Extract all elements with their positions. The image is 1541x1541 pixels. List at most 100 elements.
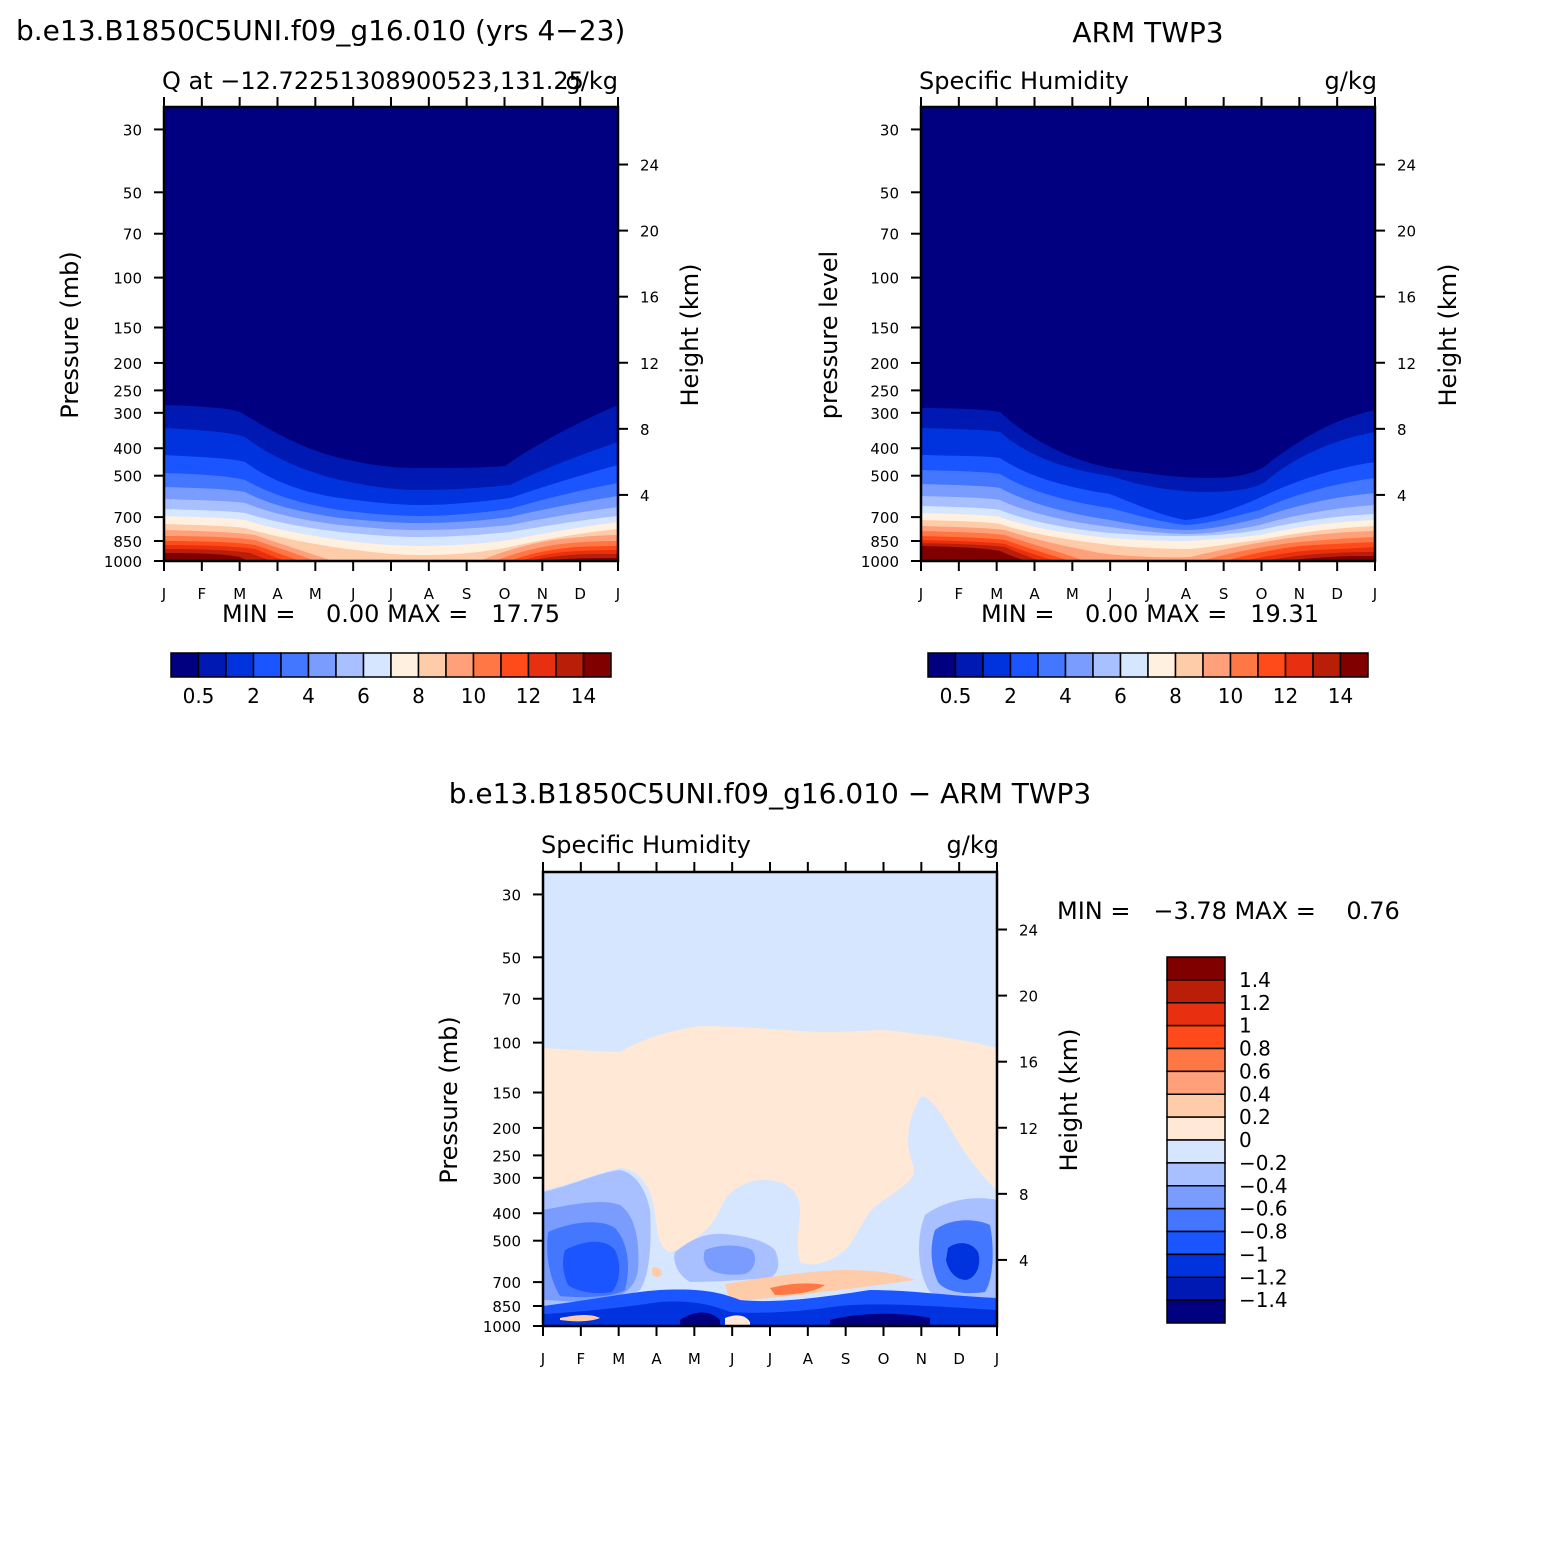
colorbar-swatch	[1119, 652, 1149, 678]
colorbar-label: 12	[1273, 684, 1298, 708]
colorbar-swatch	[1166, 1024, 1226, 1050]
obs-band-13	[921, 540, 1375, 561]
pressure-tick-label: 500	[113, 468, 142, 486]
colorbar-swatch	[1166, 1093, 1226, 1118]
colorbar-label: 0.5	[940, 684, 972, 708]
colorbar-label: 2	[247, 684, 260, 708]
obs-minmax: MIN = 0.00 MAX = 19.31	[981, 600, 1319, 628]
month-tick-label: J	[918, 585, 923, 603]
month-tick-label: J	[350, 585, 355, 603]
pressure-tick-label: 30	[880, 121, 899, 139]
colorbar-label: 12	[516, 684, 541, 708]
colorbar-swatch	[1166, 1002, 1226, 1027]
month-tick-label: M	[309, 585, 322, 603]
pressure-tick-label: 250	[492, 1147, 521, 1165]
diff-contour-field	[543, 872, 997, 1326]
height-tick-label: 4	[640, 487, 650, 505]
pressure-tick-label: 30	[502, 886, 521, 904]
month-tick-label: F	[955, 585, 964, 603]
colorbar-swatch	[1284, 652, 1314, 678]
pressure-tick-label: 70	[880, 226, 899, 244]
model-panel: Q at −12.72251308900523,131.25 g/kg Pres…	[56, 67, 704, 708]
colorbar-swatch	[335, 652, 365, 678]
colorbar-label: −0.2	[1239, 1151, 1288, 1175]
colorbar-label: 0.4	[1239, 1082, 1271, 1106]
colorbar-swatch	[1009, 652, 1039, 678]
month-tick-label: S	[462, 585, 472, 603]
pressure-tick-label: 1000	[861, 553, 899, 571]
colorbar-swatch	[1257, 652, 1287, 678]
colorbar-swatch	[1202, 652, 1232, 678]
month-tick-label: J	[729, 1350, 734, 1368]
colorbar-swatch	[1166, 1230, 1226, 1256]
pressure-tick-label: 500	[492, 1233, 521, 1251]
pressure-tick-label: 300	[870, 405, 899, 423]
pressure-tick-label: 100	[113, 270, 142, 288]
pressure-tick-label: 100	[870, 270, 899, 288]
colorbar-swatch	[1229, 652, 1259, 678]
height-tick-label: 24	[1019, 922, 1038, 940]
pressure-tick-label: 150	[113, 320, 142, 338]
colorbar-swatch	[170, 652, 200, 678]
pressure-tick-label: 850	[870, 533, 899, 551]
month-tick-label: D	[574, 585, 586, 603]
height-tick-label: 8	[1397, 421, 1407, 439]
colorbar-swatch	[582, 652, 612, 678]
colorbar-swatch	[472, 652, 502, 678]
pressure-tick-label: 70	[502, 991, 521, 1009]
pressure-tick-label: 850	[492, 1298, 521, 1316]
pressure-tick-label: 400	[492, 1205, 521, 1223]
colorbar-swatch	[280, 652, 310, 678]
colorbar-label: 14	[571, 684, 596, 708]
pressure-tick-label: 50	[123, 184, 142, 202]
diff-positive-surface-small-2	[725, 1315, 750, 1326]
month-tick-label: A	[651, 1350, 662, 1368]
month-tick-label: A	[1181, 585, 1192, 603]
colorbar-label: 0	[1239, 1128, 1252, 1152]
month-tick-label: J	[767, 1350, 772, 1368]
month-tick-label: J	[1107, 585, 1112, 603]
diff-axes: 30 50 70 100 150 200 250 300 400 500 700 850 1000 4 8 1…	[483, 862, 1038, 1368]
colorbar-swatch	[307, 652, 337, 678]
colorbar-swatch	[1166, 1276, 1226, 1301]
month-tick-label: S	[1219, 585, 1229, 603]
month-tick-label: J	[615, 585, 620, 603]
colorbar-label: 4	[1059, 684, 1072, 708]
height-tick-label: 12	[1019, 1120, 1038, 1138]
month-tick-label: M	[233, 585, 246, 603]
colorbar-swatch	[197, 652, 227, 678]
colorbar-swatch	[1339, 652, 1369, 678]
month-tick-label: S	[841, 1350, 851, 1368]
colorbar-swatch	[954, 652, 984, 678]
colorbar-label: −1.4	[1239, 1288, 1288, 1312]
pressure-tick-label: 30	[123, 121, 142, 139]
month-tick-label: F	[577, 1350, 586, 1368]
obs-band-15	[921, 546, 1375, 561]
colorbar-swatch	[1166, 1162, 1226, 1187]
month-tick-label: J	[388, 585, 393, 603]
colorbar-swatch	[252, 652, 282, 678]
height-tick-label: 24	[1397, 157, 1416, 175]
diff-ylabel-left: Pressure (mb)	[435, 1016, 463, 1183]
colorbar-swatch	[1166, 1299, 1226, 1324]
colorbar-swatch	[1174, 652, 1204, 678]
pressure-tick-label: 250	[870, 382, 899, 400]
colorbar-swatch	[1166, 956, 1226, 981]
pressure-tick-label: 500	[870, 468, 899, 486]
pressure-tick-label: 400	[870, 440, 899, 458]
model-ylabel-left: Pressure (mb)	[56, 251, 84, 418]
month-tick-label: O	[878, 1350, 890, 1368]
month-tick-label: O	[499, 585, 511, 603]
colorbar-label: −1.2	[1239, 1265, 1288, 1289]
height-tick-label: 24	[640, 157, 659, 175]
diff-negative-core-right	[946, 1243, 980, 1280]
colorbar-swatch	[1166, 1139, 1226, 1164]
colorbar-swatch	[927, 652, 957, 678]
obs-right-title: g/kg	[1325, 67, 1377, 95]
colorbar-swatch	[555, 652, 585, 678]
height-tick-label: 12	[640, 355, 659, 373]
pressure-tick-label: 400	[113, 440, 142, 458]
month-tick-label: M	[990, 585, 1003, 603]
height-tick-label: 8	[640, 421, 650, 439]
height-tick-label: 4	[1019, 1252, 1029, 1270]
